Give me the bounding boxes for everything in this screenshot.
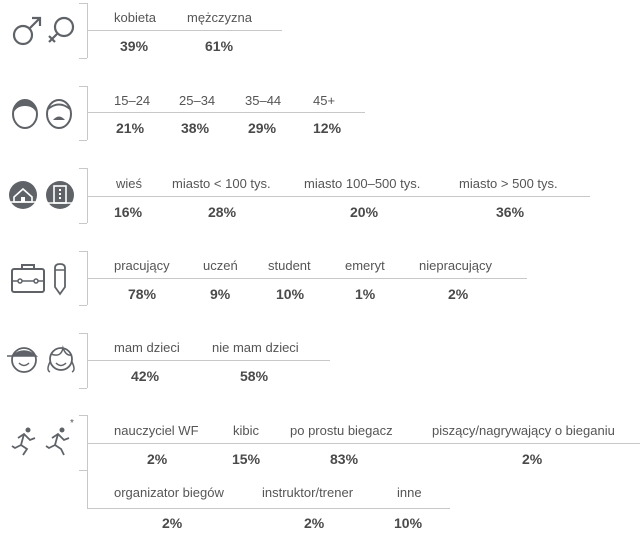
bracket-tick-bottom xyxy=(79,223,87,224)
category-value: 42% xyxy=(131,368,160,384)
category-value: 29% xyxy=(248,120,277,136)
category-value: 61% xyxy=(205,38,234,54)
bracket-tick-bottom xyxy=(79,140,87,141)
bracket-tick-top xyxy=(79,251,87,252)
bracket-line xyxy=(87,168,88,223)
category-label: po prostu biegacz xyxy=(290,423,393,438)
category-value: 39% xyxy=(120,38,149,54)
old-man-face-icon xyxy=(44,96,74,135)
category-label: miasto > 500 tys. xyxy=(459,176,558,191)
briefcase-icon xyxy=(10,262,46,299)
bracket-tick-top xyxy=(79,3,87,4)
category-label: piszący/nagrywający o bieganiu xyxy=(432,423,615,438)
row-divider xyxy=(87,508,450,509)
category-label: mam dzieci xyxy=(114,340,180,355)
category-label: instruktor/trener xyxy=(262,485,354,500)
category-label: nie mam dzieci xyxy=(212,340,299,355)
row-divider xyxy=(87,30,282,31)
category-value: 83% xyxy=(330,451,359,467)
category-label: inne xyxy=(397,485,422,500)
bracket-tick-bottom xyxy=(79,58,87,59)
boy-face-icon xyxy=(6,344,40,379)
category-label: student xyxy=(268,258,311,273)
category-label: 15–24 xyxy=(114,93,151,108)
bracket-tick-top xyxy=(79,333,87,334)
category-value: 2% xyxy=(448,286,469,302)
category-label: uczeń xyxy=(203,258,238,273)
row-divider xyxy=(87,278,527,279)
young-man-face-icon xyxy=(10,96,40,135)
runner-icon xyxy=(10,426,38,461)
category-label: miasto 100–500 tys. xyxy=(304,176,421,191)
category-value: 28% xyxy=(208,204,237,220)
category-value: 1% xyxy=(355,286,376,302)
category-value: 2% xyxy=(522,451,543,467)
category-value: 9% xyxy=(210,286,231,302)
pencil-icon xyxy=(53,262,67,301)
bracket-tick-top xyxy=(79,415,87,416)
category-label: 45+ xyxy=(313,93,336,108)
category-label: nauczyciel WF xyxy=(114,423,199,438)
category-label: niepracujący xyxy=(419,258,492,273)
category-value: 10% xyxy=(276,286,305,302)
girl-face-icon xyxy=(44,344,78,381)
house-icon xyxy=(8,180,38,215)
category-label: kibic xyxy=(233,423,260,438)
bracket-tick-bottom xyxy=(79,305,87,306)
male-symbol-icon xyxy=(10,14,44,53)
bracket-tick-bottom xyxy=(79,388,87,389)
female-symbol-icon xyxy=(44,14,78,53)
category-value: 2% xyxy=(304,515,325,531)
category-label: 25–34 xyxy=(179,93,216,108)
category-value: 38% xyxy=(181,120,210,136)
runner-asterisk-icon xyxy=(44,426,72,461)
bracket-tick-top xyxy=(79,86,87,87)
row-divider xyxy=(87,196,590,197)
row-divider xyxy=(87,443,640,444)
category-label: kobieta xyxy=(114,10,156,25)
category-value: 2% xyxy=(162,515,183,531)
category-value: 36% xyxy=(496,204,525,220)
category-label: miasto < 100 tys. xyxy=(172,176,271,191)
category-label: pracujący xyxy=(114,258,170,273)
category-label: emeryt xyxy=(345,258,385,273)
category-label: wieś xyxy=(116,176,143,191)
category-value: 2% xyxy=(147,451,168,467)
city-building-icon xyxy=(45,180,75,215)
asterisk-mark: * xyxy=(70,418,74,429)
category-value: 58% xyxy=(240,368,269,384)
category-value: 15% xyxy=(232,451,261,467)
category-value: 78% xyxy=(128,286,157,302)
bracket-line xyxy=(87,415,88,508)
bracket-tick-bottom xyxy=(79,470,87,471)
category-value: 10% xyxy=(394,515,423,531)
category-value: 16% xyxy=(114,204,143,220)
row-divider xyxy=(87,112,365,113)
bracket-tick-top xyxy=(79,168,87,169)
row-divider xyxy=(87,360,330,361)
bracket-line xyxy=(87,86,88,140)
category-value: 12% xyxy=(313,120,342,136)
category-label: 35–44 xyxy=(245,93,282,108)
category-label: organizator biegów xyxy=(114,485,224,500)
category-value: 20% xyxy=(350,204,379,220)
category-value: 21% xyxy=(116,120,145,136)
category-label: mężczyzna xyxy=(187,10,253,25)
